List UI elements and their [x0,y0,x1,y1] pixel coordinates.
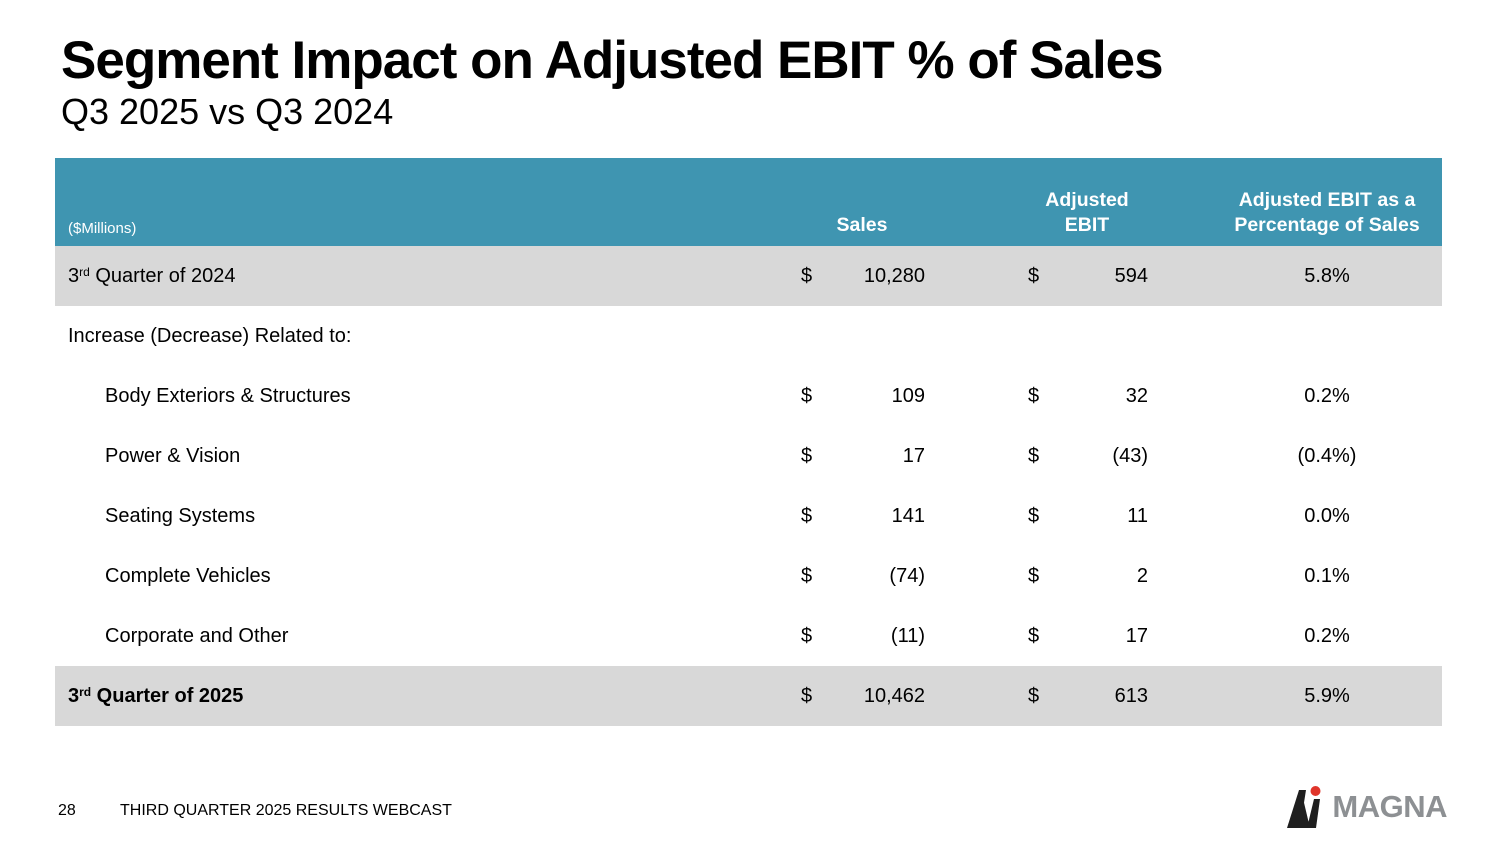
footer-label: THIRD QUARTER 2025 RESULTS WEBCAST [120,802,452,819]
section-label: Increase (Decrease) Related to: [68,324,352,347]
ebit-value: 613 [1114,684,1148,707]
sales-value: 141 [891,504,925,527]
dollar-sign: $ [801,564,813,587]
dollar-sign: $ [801,444,813,467]
row-label: Body Exteriors & Structures [105,384,351,407]
pct-cell: 0.2% [1304,384,1350,407]
row-label: Corporate and Other [105,624,289,647]
dollar-sign: $ [1028,684,1040,707]
column-header-ebit-pct-of-sales: Adjusted EBIT as a Percentage of Sales [1234,189,1420,236]
dollar-sign: $ [801,624,813,647]
pct-cell: 5.8% [1304,264,1350,287]
column-header-sales: Sales [836,213,888,236]
pct-cell: 5.9% [1304,684,1350,707]
sales-value: (74) [889,564,925,587]
table-row-q3-2024: 3rd Quarter of 2024 $10,280 $594 5.8% [55,246,1442,306]
table-row-corporate-other: Corporate and Other $ (11) $17 0.2% [55,606,1442,666]
ordinal-superscript: rd [79,265,90,280]
sales-cell: $ (11) [787,625,937,648]
dollar-sign: $ [1028,504,1040,527]
sales-cell: $141 [787,505,937,528]
pct-cell: 0.1% [1304,564,1350,587]
ebit-value: 11 [1127,504,1148,527]
page-subtitle: Q3 2025 vs Q3 2024 [61,90,394,132]
pct-cell: 0.2% [1304,624,1350,647]
table-row-section-heading: Increase (Decrease) Related to: [55,306,1442,366]
ordinal-superscript: rd [79,685,92,700]
dollar-sign: $ [801,384,813,407]
dollar-sign: $ [1028,624,1040,647]
red-dot-icon [1310,786,1321,796]
sales-cell: $10,280 [787,265,937,288]
row-label: 3rd Quarter of 2024 [68,264,236,287]
magna-logo-icon [1287,784,1327,830]
segment-impact-table: ($Millions) Sales Adjusted EBIT Adjusted… [55,158,1442,726]
pct-cell: (0.4%) [1297,444,1357,467]
ebit-cell: $32 [1022,385,1152,408]
dollar-sign: $ [1028,444,1040,467]
page-number: 28 [58,802,76,819]
dollar-sign: $ [1028,384,1040,407]
sales-value: 17 [902,444,925,467]
ebit-value: 17 [1125,624,1148,647]
sales-cell: $10,462 [787,685,937,708]
page-title: Segment Impact on Adjusted EBIT % of Sal… [61,31,1164,90]
sales-cell: $17 [787,445,937,468]
sales-value: 10,462 [863,684,925,707]
magna-logo: MAGNA [1287,784,1447,830]
brand-wordmark: MAGNA [1332,789,1447,824]
dollar-sign: $ [1028,264,1040,287]
row-label: Power & Vision [105,444,241,467]
ebit-cell: $594 [1022,265,1152,288]
ebit-value: 594 [1114,264,1148,287]
pct-cell: 0.0% [1304,504,1350,527]
unit-label: ($Millions) [68,220,137,237]
sales-value: 109 [891,384,925,407]
ebit-cell: $613 [1022,685,1152,708]
table-row-power-vision: Power & Vision $17 $ (43) (0.4%) [55,426,1442,486]
title-block: Segment Impact on Adjusted EBIT % of Sal… [61,31,1164,132]
sales-value: 10,280 [863,264,925,287]
ebit-cell: $17 [1022,625,1152,648]
footer: 28 THIRD QUARTER 2025 RESULTS WEBCAST [58,802,452,820]
row-label: 3rd Quarter of 2025 [68,684,244,707]
sales-cell: $109 [787,385,937,408]
ebit-value: 32 [1125,384,1148,407]
sales-value: (11) [890,624,925,647]
table-row-complete-vehicles: Complete Vehicles $ (74) $2 0.1% [55,546,1442,606]
row-label: Seating Systems [105,504,256,527]
ebit-cell: $2 [1022,565,1152,588]
column-header-adjusted-ebit: Adjusted EBIT [1045,189,1129,236]
table-header-row: ($Millions) Sales Adjusted EBIT Adjusted… [55,158,1442,246]
table-row-seating-systems: Seating Systems $141 $11 0.0% [55,486,1442,546]
dollar-sign: $ [1028,564,1040,587]
table-row-q3-2025: 3rd Quarter of 2025 $10,462 $613 5.9% [55,666,1442,726]
ebit-cell: $11 [1022,505,1152,528]
ebit-value: 2 [1136,564,1148,587]
ebit-cell: $ (43) [1022,445,1152,468]
sales-cell: $ (74) [787,565,937,588]
row-label: Complete Vehicles [105,564,271,587]
dollar-sign: $ [801,264,813,287]
table-row-body-exteriors: Body Exteriors & Structures $109 $32 0.2… [55,366,1442,426]
dollar-sign: $ [801,504,813,527]
ebit-value: (43) [1112,444,1148,467]
dollar-sign: $ [801,684,813,707]
